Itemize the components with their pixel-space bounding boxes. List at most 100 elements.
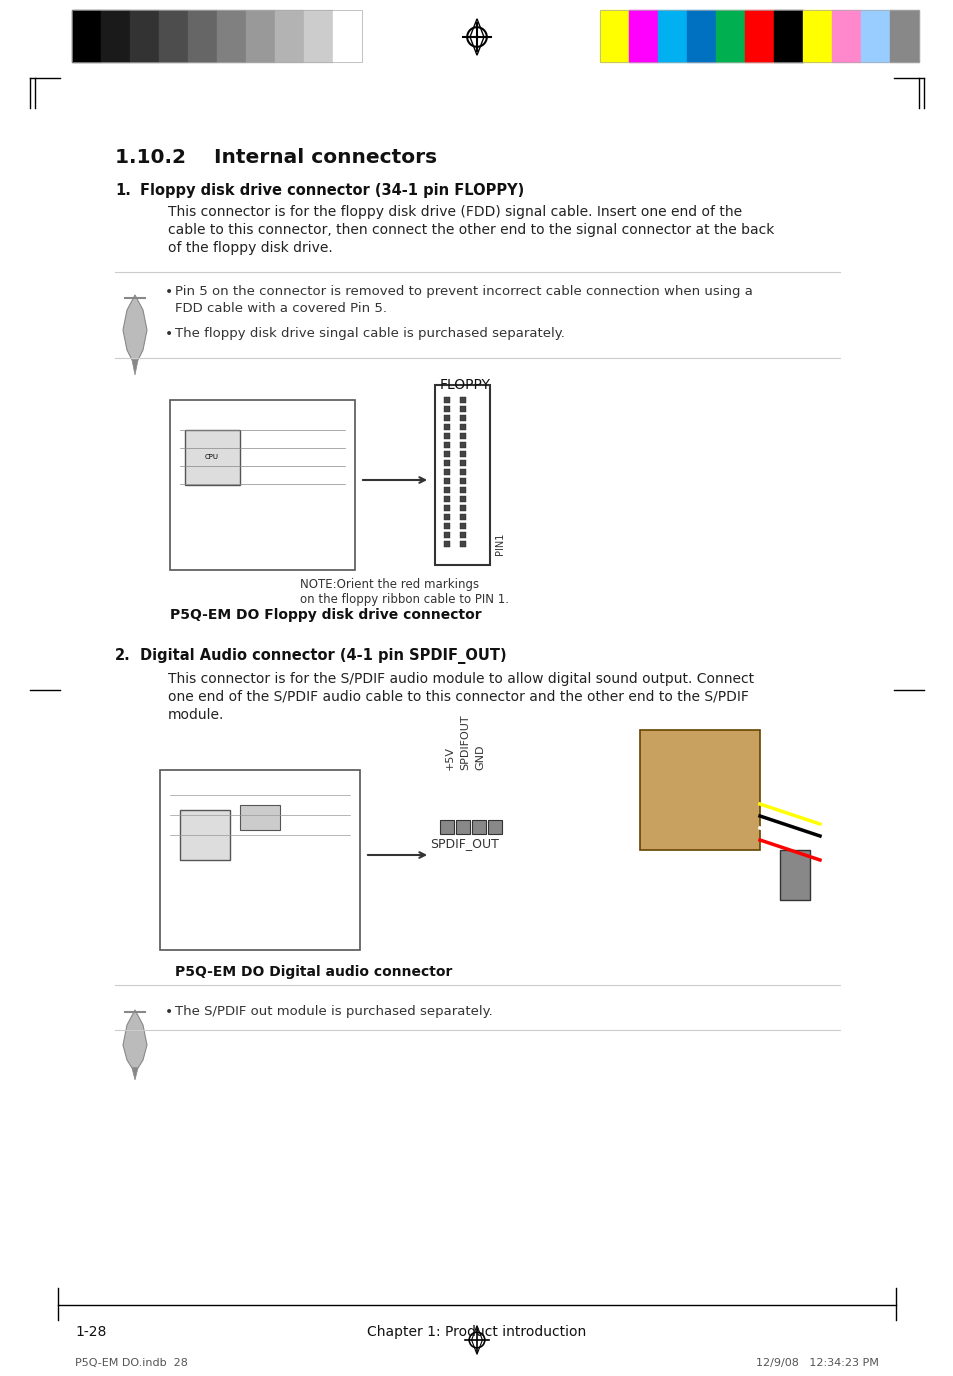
Text: SPDIF_OUT: SPDIF_OUT — [430, 837, 498, 850]
Text: module.: module. — [168, 709, 224, 722]
Bar — [459, 398, 465, 403]
Bar — [443, 515, 450, 520]
Bar — [443, 477, 450, 484]
Bar — [628, 10, 658, 62]
Text: 2.: 2. — [115, 648, 131, 663]
Text: SPDIFOUT: SPDIFOUT — [459, 714, 470, 771]
Bar — [71, 10, 361, 62]
Text: cable to this connector, then connect the other end to the signal connector at t: cable to this connector, then connect th… — [168, 223, 774, 237]
Bar — [599, 10, 918, 62]
Text: P5Q-EM DO Digital audio connector: P5Q-EM DO Digital audio connector — [174, 965, 452, 978]
Bar — [180, 810, 230, 860]
Bar — [773, 10, 802, 62]
Bar — [443, 424, 450, 429]
Bar — [686, 10, 716, 62]
Bar — [744, 10, 773, 62]
Text: P5Q-EM DO Floppy disk drive connector: P5Q-EM DO Floppy disk drive connector — [170, 608, 481, 622]
Bar — [802, 10, 831, 62]
Bar — [443, 505, 450, 510]
Bar — [443, 469, 450, 475]
Text: Digital Audio connector (4-1 pin SPDIF_OUT): Digital Audio connector (4-1 pin SPDIF_O… — [140, 648, 506, 665]
Bar — [459, 533, 465, 538]
Bar — [240, 805, 280, 830]
Bar — [459, 523, 465, 528]
Polygon shape — [123, 1010, 147, 1068]
Bar — [488, 820, 501, 834]
Text: CPU: CPU — [205, 454, 219, 460]
Bar — [443, 416, 450, 421]
Bar — [443, 451, 450, 457]
Bar — [188, 10, 216, 62]
Text: FDD cable with a covered Pin 5.: FDD cable with a covered Pin 5. — [174, 301, 387, 315]
Text: P5Q-EM DO.indb  28: P5Q-EM DO.indb 28 — [75, 1358, 188, 1368]
Bar — [459, 406, 465, 411]
Text: Chapter 1: Product introduction: Chapter 1: Product introduction — [367, 1325, 586, 1339]
Bar — [780, 850, 809, 900]
Bar — [459, 433, 465, 439]
Polygon shape — [132, 361, 138, 376]
Bar — [831, 10, 861, 62]
Text: one end of the S/PDIF audio cable to this connector and the other end to the S/P: one end of the S/PDIF audio cable to thi… — [168, 689, 748, 705]
Polygon shape — [123, 294, 147, 361]
Text: 1.10.2    Internal connectors: 1.10.2 Internal connectors — [115, 149, 436, 166]
Bar — [439, 820, 454, 834]
Text: of the floppy disk drive.: of the floppy disk drive. — [168, 241, 333, 255]
Bar — [716, 10, 744, 62]
Bar — [443, 398, 450, 403]
Bar — [443, 406, 450, 411]
Text: Floppy disk drive connector (34-1 pin FLOPPY): Floppy disk drive connector (34-1 pin FL… — [140, 183, 524, 198]
Bar — [443, 487, 450, 493]
Bar — [159, 10, 188, 62]
Bar — [246, 10, 274, 62]
Bar — [130, 10, 159, 62]
Bar — [599, 10, 628, 62]
Bar — [472, 820, 485, 834]
Bar — [443, 541, 450, 548]
Bar — [443, 523, 450, 528]
Text: Pin 5 on the connector is removed to prevent incorrect cable connection when usi: Pin 5 on the connector is removed to pre… — [174, 285, 752, 299]
Bar — [333, 10, 361, 62]
Bar — [459, 416, 465, 421]
Text: 1.: 1. — [115, 183, 131, 198]
Text: This connector is for the S/PDIF audio module to allow digital sound output. Con: This connector is for the S/PDIF audio m… — [168, 671, 753, 687]
Bar — [185, 429, 240, 484]
Bar — [304, 10, 333, 62]
Bar — [639, 731, 760, 850]
Bar — [459, 487, 465, 493]
Bar — [443, 495, 450, 502]
Bar — [435, 385, 490, 566]
Bar — [459, 442, 465, 449]
Text: The floppy disk drive singal cable is purchased separately.: The floppy disk drive singal cable is pu… — [174, 327, 564, 340]
Text: 1-28: 1-28 — [75, 1325, 107, 1339]
Text: 12/9/08   12:34:23 PM: 12/9/08 12:34:23 PM — [756, 1358, 878, 1368]
Bar — [459, 451, 465, 457]
Bar — [459, 477, 465, 484]
Text: NOTE:Orient the red markings
on the floppy ribbon cable to PIN 1.: NOTE:Orient the red markings on the flop… — [299, 578, 509, 605]
Bar — [889, 10, 918, 62]
Bar — [861, 10, 889, 62]
Text: •: • — [165, 1004, 173, 1020]
Bar — [443, 460, 450, 466]
Bar — [459, 541, 465, 548]
Bar — [443, 533, 450, 538]
Bar — [658, 10, 686, 62]
Polygon shape — [132, 1068, 138, 1080]
Bar — [160, 771, 359, 949]
Bar — [459, 460, 465, 466]
Bar — [170, 400, 355, 570]
Bar — [459, 505, 465, 510]
Text: GND: GND — [475, 744, 484, 771]
Bar — [459, 469, 465, 475]
Bar — [456, 820, 470, 834]
Text: +5V: +5V — [444, 746, 455, 771]
Bar — [459, 495, 465, 502]
Text: FLOPPY: FLOPPY — [439, 378, 491, 392]
Text: •: • — [165, 327, 173, 341]
Bar — [216, 10, 246, 62]
Bar — [459, 424, 465, 429]
Bar — [443, 433, 450, 439]
Text: The S/PDIF out module is purchased separately.: The S/PDIF out module is purchased separ… — [174, 1004, 493, 1018]
Bar — [443, 442, 450, 449]
Bar — [71, 10, 101, 62]
Bar — [101, 10, 130, 62]
